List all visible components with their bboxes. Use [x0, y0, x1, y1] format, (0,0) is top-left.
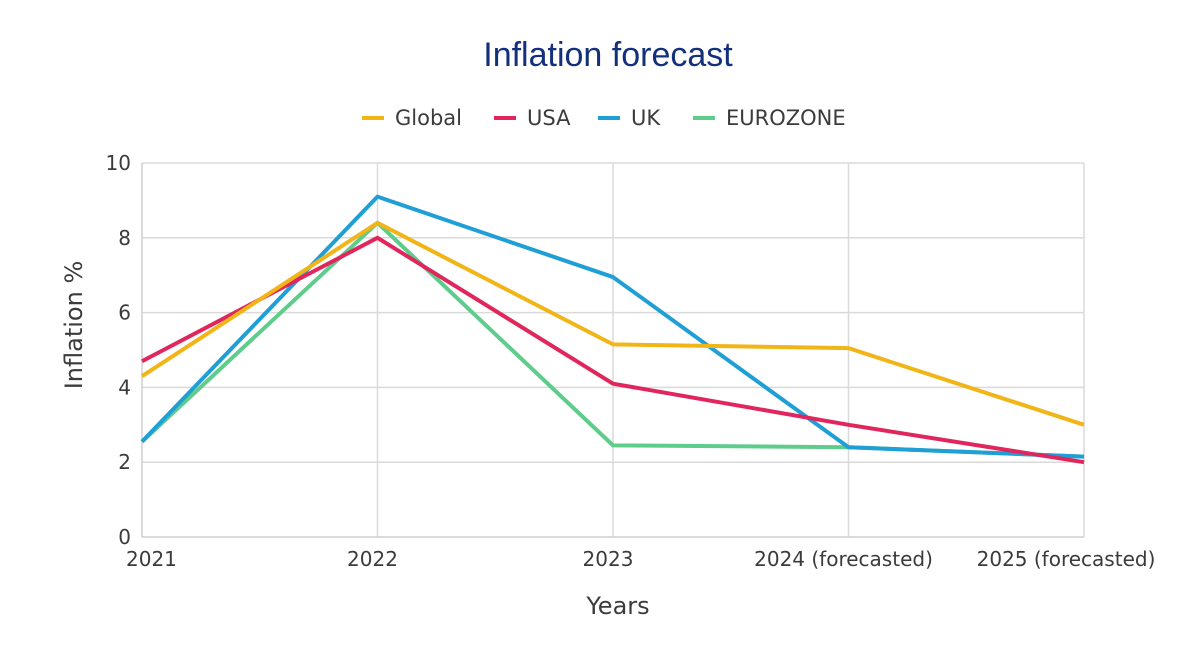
legend-label: USA	[527, 106, 571, 130]
y-tick-label: 4	[118, 375, 131, 399]
series-line-usa	[141, 235, 1085, 465]
x-tick-label: 2021	[126, 547, 177, 571]
x-tick-label: 2023	[583, 547, 634, 571]
x-tick-label: 2025 (forecasted)	[977, 547, 1156, 571]
grid-lines	[142, 162, 1085, 537]
y-tick-label: 8	[118, 226, 131, 250]
legend-label: Global	[395, 106, 462, 130]
y-tick-label: 2	[118, 450, 131, 474]
chart-title: Inflation forecast	[483, 36, 733, 74]
x-tick-label: 2022	[347, 547, 398, 571]
y-tick-label: 0	[118, 525, 131, 549]
x-tick-label: 2024 (forecasted)	[754, 547, 933, 571]
series-lines	[140, 194, 1085, 465]
series-line-global	[140, 220, 1085, 427]
legend: Global USA UK EUROZONE	[362, 106, 846, 130]
y-axis-title: Inflation %	[60, 261, 88, 390]
y-tick-label: 6	[118, 301, 131, 325]
y-tick-label: 10	[106, 151, 131, 175]
legend-label: EUROZONE	[726, 106, 846, 130]
legend-label: UK	[631, 106, 661, 130]
axes: 0 2 4 6 8 10 2021 2022 2023 2024 (forecasted) 2025…	[106, 151, 1156, 571]
x-axis-title: Years	[585, 592, 649, 620]
